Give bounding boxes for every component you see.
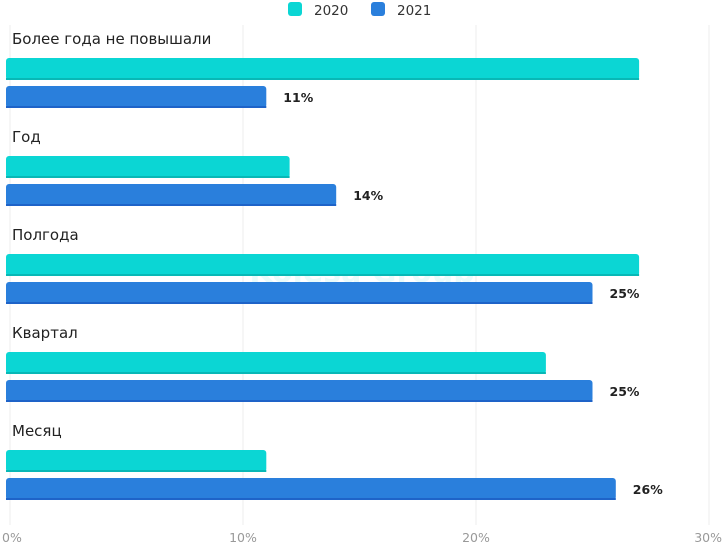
bar-2020 bbox=[6, 156, 290, 178]
bar-shadow-2020 bbox=[6, 274, 640, 276]
x-tick-label: 10% bbox=[229, 530, 257, 545]
bar-shadow-2021 bbox=[6, 204, 337, 206]
bar-shadow-2021 bbox=[6, 400, 593, 402]
x-tick-label: 30% bbox=[694, 530, 722, 545]
category-label: Более года не повышали bbox=[12, 30, 211, 48]
category-label: Год bbox=[12, 128, 41, 146]
bar-2020 bbox=[6, 450, 267, 472]
bar-2021 bbox=[6, 86, 267, 108]
bar-2020 bbox=[6, 58, 640, 80]
bar-shadow-2020 bbox=[6, 176, 290, 178]
legend-label-2021: 2021 bbox=[397, 3, 431, 19]
x-tick-label: 0% bbox=[2, 530, 22, 545]
data-label: 25% bbox=[610, 384, 640, 399]
category-label: Квартал bbox=[12, 324, 78, 342]
data-label: 14% bbox=[353, 188, 383, 203]
bar-2021 bbox=[6, 478, 616, 500]
bar-2021 bbox=[6, 282, 593, 304]
legend-swatch-2020 bbox=[288, 2, 302, 16]
bar-shadow-2020 bbox=[6, 372, 546, 374]
x-tick-label: 20% bbox=[462, 530, 490, 545]
category-label: Полгода bbox=[12, 226, 79, 244]
legend-swatch-2021 bbox=[371, 2, 385, 16]
category-label: Месяц bbox=[12, 422, 62, 440]
bar-shadow-2021 bbox=[6, 498, 616, 500]
bar-2021 bbox=[6, 380, 593, 402]
bar-shadow-2020 bbox=[6, 78, 640, 80]
bar-shadow-2021 bbox=[6, 302, 593, 304]
legend-label-2020: 2020 bbox=[314, 3, 348, 19]
data-label: 25% bbox=[610, 286, 640, 301]
bar-shadow-2020 bbox=[6, 470, 267, 472]
data-label: 11% bbox=[283, 90, 313, 105]
bar-2021 bbox=[6, 184, 337, 206]
bar-shadow-2021 bbox=[6, 106, 267, 108]
bar-2020 bbox=[6, 352, 546, 374]
bar-2020 bbox=[6, 254, 640, 276]
data-label: 26% bbox=[633, 482, 663, 497]
